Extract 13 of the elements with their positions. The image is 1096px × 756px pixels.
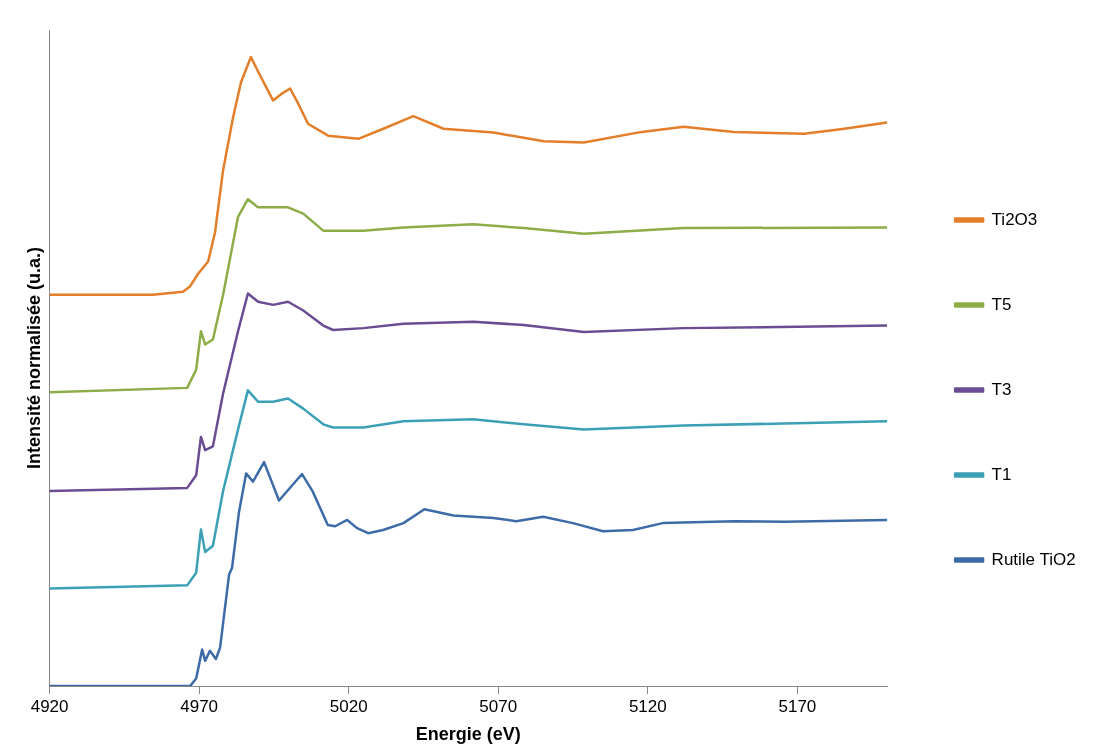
x-tick-label: 5120 [628, 696, 667, 716]
x-tick-label: 5020 [329, 696, 368, 716]
legend-label: T1 [991, 464, 1012, 484]
x-tick-label: 5170 [778, 696, 817, 716]
legend-label: Ti2O3 [991, 209, 1038, 229]
x-tick-label: 5070 [479, 696, 518, 716]
x-axis-title: Energie (eV) [415, 724, 521, 745]
y-axis-title: Intensité normalisée (u.a.) [23, 246, 44, 470]
legend-label: T5 [991, 294, 1012, 314]
legend-label: T3 [991, 379, 1012, 399]
x-tick-label: 4920 [30, 696, 69, 716]
x-tick-label: 4970 [180, 696, 219, 716]
legend-label: Rutile TiO2 [991, 549, 1076, 569]
